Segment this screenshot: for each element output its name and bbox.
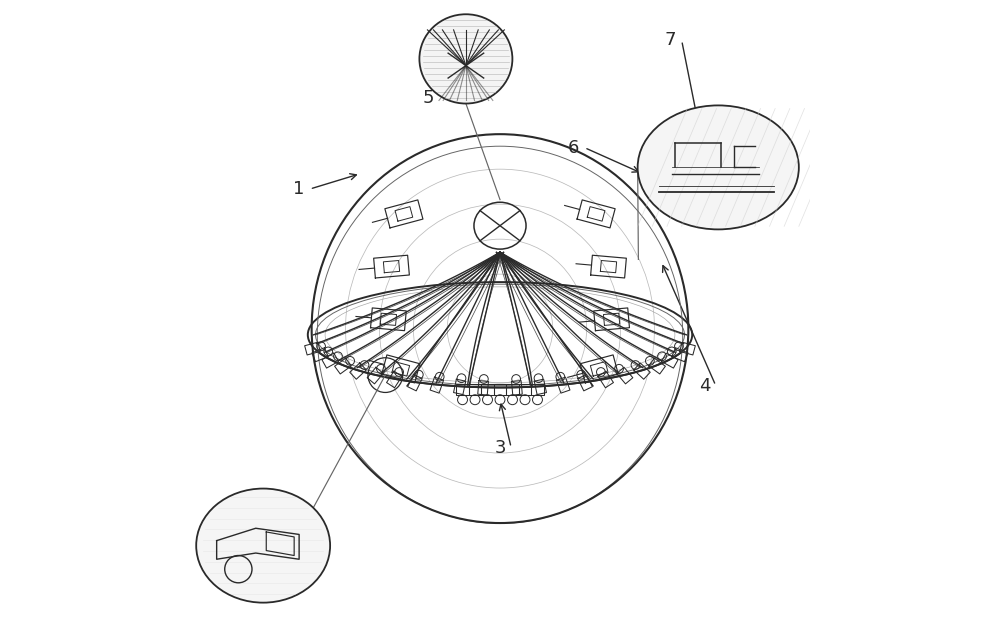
Text: 3: 3 — [494, 438, 506, 457]
Text: 5: 5 — [423, 89, 434, 107]
Text: 4: 4 — [699, 376, 710, 395]
Bar — [506, 384, 519, 395]
Text: 2: 2 — [302, 538, 314, 556]
Text: 1: 1 — [293, 180, 304, 198]
Bar — [481, 384, 494, 395]
Bar — [519, 384, 531, 395]
Bar — [456, 384, 469, 395]
Ellipse shape — [419, 14, 512, 104]
Ellipse shape — [196, 489, 330, 603]
Text: 6: 6 — [567, 138, 579, 157]
Text: 7: 7 — [665, 31, 676, 50]
Bar — [469, 384, 481, 395]
Ellipse shape — [638, 105, 799, 229]
Bar — [494, 384, 506, 395]
Bar — [531, 384, 544, 395]
